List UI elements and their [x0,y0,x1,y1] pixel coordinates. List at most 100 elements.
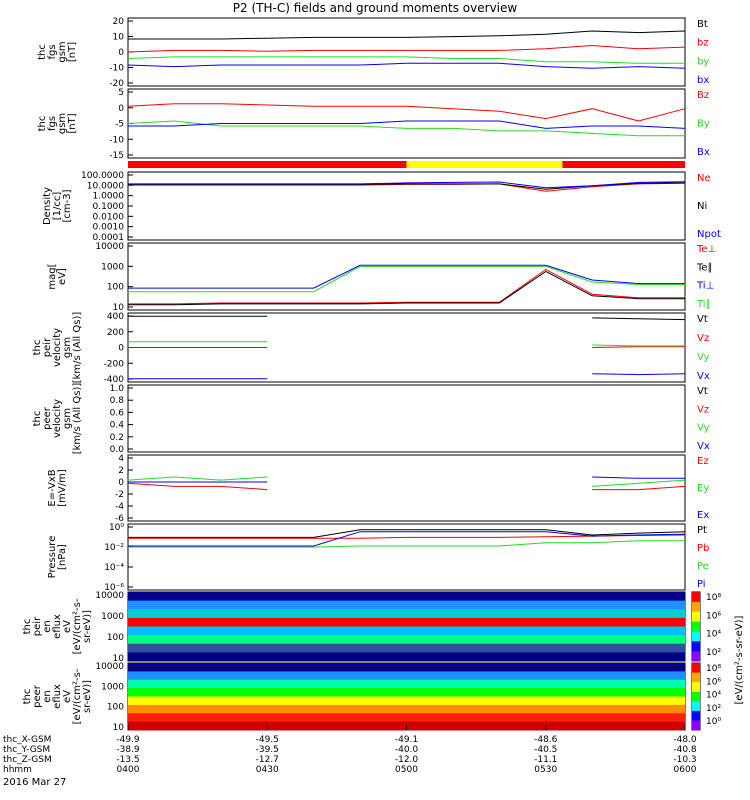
spectrogram-band [128,626,685,636]
y-tick-label: -10 [109,135,124,145]
y-tick-label: 100 [107,283,124,293]
spectrogram-band [128,688,685,697]
status-strip-segment [562,161,685,168]
colorbar-swatch [692,621,700,632]
x-tick-label: 0430 [256,765,279,775]
y-tick-label: -6 [115,514,124,524]
y-tick-label: 400 [107,312,124,322]
series-line [128,268,685,305]
colorbar-swatch [692,611,700,623]
series-line [128,529,686,538]
legend-entry: Pb [697,543,709,554]
y-tick-label: 0.4 [110,421,125,431]
y-axis-label: eflux [52,614,63,639]
series-line [127,56,685,64]
colorbar-unit-label: [eV/(cm²-s-sr-eV)] [734,615,745,704]
colorbar-swatch [692,701,700,712]
colorbar-tick: 10² [706,704,721,714]
y-axis-label: [mV/m] [57,469,68,507]
x-tick-label: 0500 [395,765,418,775]
y-axis-label: velocity [52,328,63,367]
series-line [128,373,686,380]
colorbar-swatch [692,651,700,662]
legend-entry: by [697,56,709,67]
colorbar-swatch [692,710,700,721]
x-tick-label: -38.9 [116,745,140,755]
x-tick-label: 0530 [534,765,557,775]
colorbar-swatch [692,631,700,642]
series-line [128,264,685,289]
y-axis-label: en [42,690,53,703]
legend-entry: Npot [697,229,721,240]
x-tick-label: -40.5 [534,745,557,755]
y-tick-label: 0.0010 [93,223,125,233]
y-axis-label: [km/s (All Qs)] [72,383,83,455]
legend-entry: Vy [697,352,710,363]
y-axis-label: thc [37,44,48,60]
series-line [127,482,686,491]
colorbar-swatch [692,691,700,702]
colorbar-tick: 10² [706,648,721,658]
legend-entry: Vz [697,333,709,344]
y-axis-label: Pressure [47,536,58,579]
spectrogram-band [128,592,685,602]
y-tick-label: 0.8 [110,396,125,406]
y-tick-label: 0.0100 [93,212,125,222]
legend-entry: Ey [697,483,709,494]
y-tick-label: 0.2 [110,433,124,443]
y-axis-label: Density [42,187,53,225]
y-tick-label: 10 [113,33,125,43]
x-tick-label: -49.9 [116,735,140,745]
x-axis-row-label: hhmm [3,765,32,775]
y-tick-label: 0 [118,344,124,354]
y-tick-label: 10 [113,303,125,313]
series-line [128,265,685,293]
x-tick-label: -11.1 [534,755,557,765]
y-tick-label: 2 [118,466,124,476]
x-tick-label: -40.8 [673,745,697,755]
spectrogram-band [128,713,685,723]
y-tick-label: -400 [104,375,125,385]
y-axis-label: E=-VxB [47,469,58,506]
x-tick-label: -48.0 [673,735,697,745]
series-line [128,120,686,129]
series-line [127,44,686,53]
y-tick-label: -5 [115,120,124,130]
panel-frame [127,171,686,241]
series-line [128,476,685,483]
colorbar-tick: 10⁰ [706,717,721,727]
y-tick-label: 0 [118,48,124,58]
legend-entry: Vx [697,441,710,452]
colorbar-swatch [692,682,700,693]
y-tick-label: -15 [109,151,124,161]
y-tick-label: 100.0000 [81,171,124,181]
series-line [128,270,685,306]
spectrogram-band [128,696,685,706]
legend-entry: Bz [697,90,709,101]
y-tick-label: 20 [113,17,125,27]
legend-entry: Pt [697,525,707,536]
x-axis-row-label: thc_Z-GSM [3,755,52,765]
y-tick-label: -200 [104,359,125,369]
series-line [128,540,685,548]
y-axis-label: peer [42,406,53,430]
y-tick-label: 10⁰ [109,523,124,533]
x-tick-label: -48.6 [534,735,558,745]
y-axis-label: thc [32,411,43,427]
x-tick-label: -49.1 [395,735,418,745]
y-axis-label: [eV/(cm²-s- [72,668,83,724]
spectrogram-band [128,609,685,619]
spectrogram-band [128,671,685,681]
series-line [127,476,686,487]
y-tick-label: 0 [118,104,124,114]
legend-entry: Bx [697,147,710,158]
y-axis-label: velocity [52,399,63,438]
y-axis-label: fgs [47,44,58,59]
colorbar-tick: 10⁸ [706,593,721,603]
y-axis-label: gsm [57,113,68,134]
series-line [127,120,685,137]
legend-entry: Vz [697,404,709,415]
status-strip-segment [128,161,407,168]
y-tick-label: -10 [109,64,124,74]
spectrogram-band [128,600,685,610]
